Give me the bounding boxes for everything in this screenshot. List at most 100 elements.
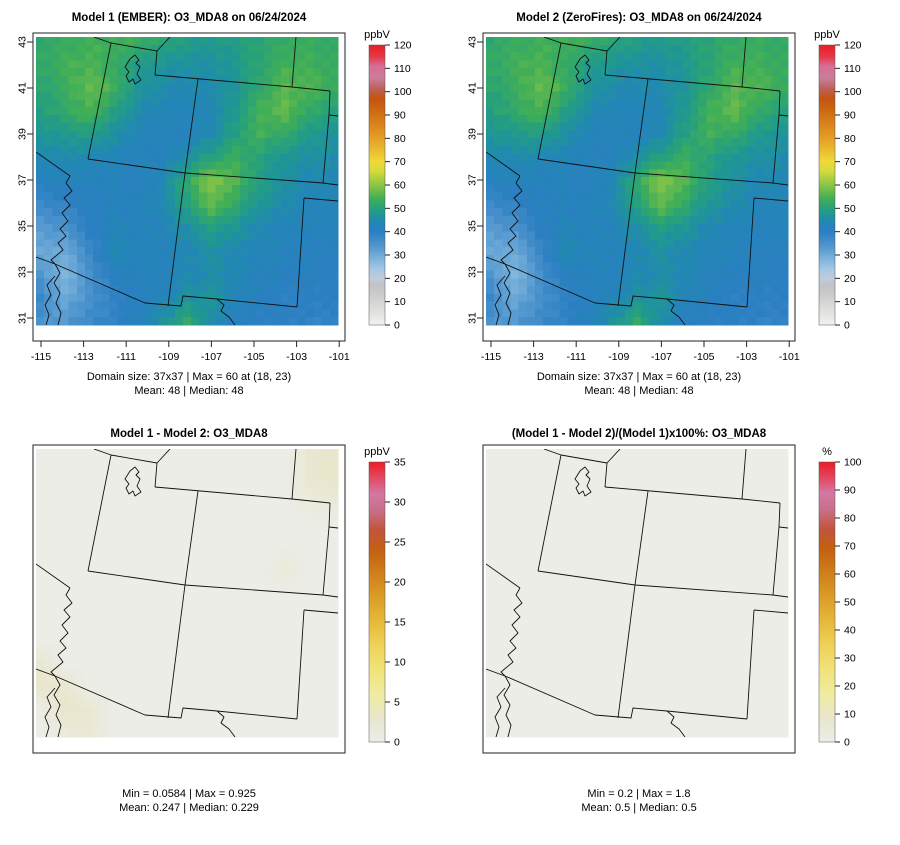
raster-cell xyxy=(264,456,274,465)
raster-cell xyxy=(502,216,511,225)
raster-cell xyxy=(763,581,773,590)
raster-cell xyxy=(223,526,233,535)
raster-cell xyxy=(256,114,265,123)
raster-cell xyxy=(182,682,192,691)
raster-cell xyxy=(592,169,601,178)
raster-cell xyxy=(616,68,626,77)
raster-cell xyxy=(657,239,666,248)
raster-cell xyxy=(93,208,102,217)
raster-cell xyxy=(207,674,216,683)
raster-cell xyxy=(534,208,544,217)
raster-cell xyxy=(240,270,249,279)
raster-cell xyxy=(641,480,650,489)
raster-cell xyxy=(755,184,764,194)
raster-cell xyxy=(673,293,683,302)
raster-cell xyxy=(543,286,552,295)
raster-cell xyxy=(44,301,53,310)
raster-cell xyxy=(739,526,748,535)
raster-cell xyxy=(133,317,143,326)
raster-cell xyxy=(289,643,298,652)
raster-cell xyxy=(763,75,773,85)
raster-cell xyxy=(240,674,249,683)
raster-cell xyxy=(84,449,94,458)
raster-cell xyxy=(649,565,658,574)
raster-cell xyxy=(150,270,159,279)
raster-cell xyxy=(52,223,61,232)
raster-cell xyxy=(240,682,249,691)
raster-cell xyxy=(641,200,650,209)
raster-cell xyxy=(690,464,699,473)
raster-cell xyxy=(256,635,265,644)
raster-cell xyxy=(763,293,773,302)
raster-cell xyxy=(272,37,282,46)
raster-cell xyxy=(494,107,503,116)
raster-cell xyxy=(526,37,536,46)
raster-cell xyxy=(559,192,568,201)
raster-cell xyxy=(755,596,764,606)
raster-cell xyxy=(592,519,601,528)
raster-cell xyxy=(133,75,143,85)
raster-cell xyxy=(101,628,110,637)
raster-cell xyxy=(321,612,331,621)
raster-cell xyxy=(755,449,764,458)
raster-cell xyxy=(763,573,773,582)
raster-cell xyxy=(215,682,225,691)
raster-cell xyxy=(256,620,265,629)
raster-cell xyxy=(248,495,257,504)
raster-cell xyxy=(264,705,274,714)
raster-cell xyxy=(125,604,135,613)
raster-cell xyxy=(706,542,715,551)
raster-cell xyxy=(280,573,290,582)
raster-cell xyxy=(52,620,61,629)
raster-cell xyxy=(510,573,519,582)
raster-cell xyxy=(313,177,323,186)
raster-cell xyxy=(739,262,748,271)
raster-cell xyxy=(551,208,560,217)
raster-cell xyxy=(117,262,127,271)
raster-cell xyxy=(272,138,282,147)
raster-cell xyxy=(722,145,732,155)
raster-cell xyxy=(698,309,707,318)
raster-cell xyxy=(223,75,233,85)
raster-cell xyxy=(68,620,78,629)
raster-cell xyxy=(60,107,69,116)
raster-cell xyxy=(248,620,257,629)
raster-cell xyxy=(321,153,331,162)
raster-cell xyxy=(142,690,151,699)
raster-cell xyxy=(84,464,94,473)
raster-cell xyxy=(199,231,208,240)
raster-cell xyxy=(747,247,756,256)
raster-cell xyxy=(681,37,691,46)
raster-cell xyxy=(191,495,200,504)
raster-cell xyxy=(747,286,756,295)
raster-cell xyxy=(231,511,241,520)
raster-cell xyxy=(240,52,249,61)
raster-cell xyxy=(223,286,233,295)
raster-cell xyxy=(182,534,192,543)
raster-cell xyxy=(305,68,314,77)
raster-cell xyxy=(305,705,314,714)
raster-cell xyxy=(575,542,585,551)
raster-cell xyxy=(60,317,69,326)
raster-cell xyxy=(583,60,593,69)
raster-cell xyxy=(714,589,724,598)
raster-cell xyxy=(313,60,323,69)
raster-cell xyxy=(698,581,707,590)
raster-cell xyxy=(272,480,282,489)
raster-cell xyxy=(551,301,560,310)
raster-cell xyxy=(706,91,715,100)
raster-cell xyxy=(264,114,274,123)
raster-cell xyxy=(739,596,748,606)
raster-cell xyxy=(191,729,200,738)
raster-cell xyxy=(657,519,666,528)
raster-cell xyxy=(125,534,135,543)
raster-cell xyxy=(125,666,135,676)
raster-cell xyxy=(248,596,257,606)
raster-cell xyxy=(559,317,568,326)
raster-cell xyxy=(321,721,331,730)
raster-cell xyxy=(649,177,658,186)
raster-cell xyxy=(264,604,274,613)
raster-cell xyxy=(632,301,642,310)
raster-cell xyxy=(215,565,225,574)
raster-cell xyxy=(641,153,650,162)
